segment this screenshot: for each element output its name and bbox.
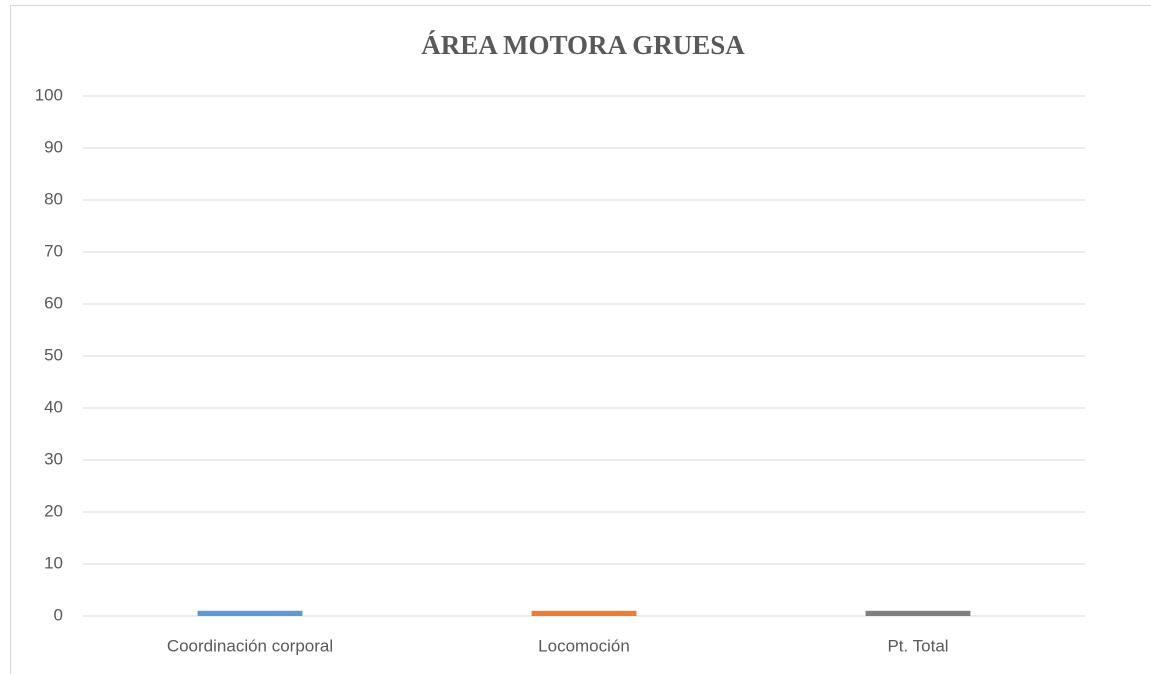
y-tick-label: 90 (44, 137, 63, 156)
y-tick-label: 100 (35, 85, 63, 104)
y-tick-label: 0 (54, 605, 63, 624)
y-tick-label: 60 (44, 293, 63, 312)
y-tick-label: 80 (44, 189, 63, 208)
bar (865, 610, 971, 616)
y-tick-label: 50 (44, 345, 63, 364)
chart-border (10, 5, 1151, 674)
y-tick-label: 30 (44, 449, 63, 468)
y-tick-label: 10 (44, 553, 63, 572)
y-tick-label: 40 (44, 397, 63, 416)
bar (197, 610, 303, 616)
x-tick-label: Pt. Total (887, 636, 948, 655)
x-tick-label: Locomoción (538, 636, 630, 655)
y-tick-label: 20 (44, 501, 63, 520)
x-tick-label: Coordinación corporal (167, 636, 333, 655)
chart-title: ÁREA MOTORA GRUESA (421, 30, 745, 60)
y-tick-label: 70 (44, 241, 63, 260)
bar (531, 610, 637, 616)
